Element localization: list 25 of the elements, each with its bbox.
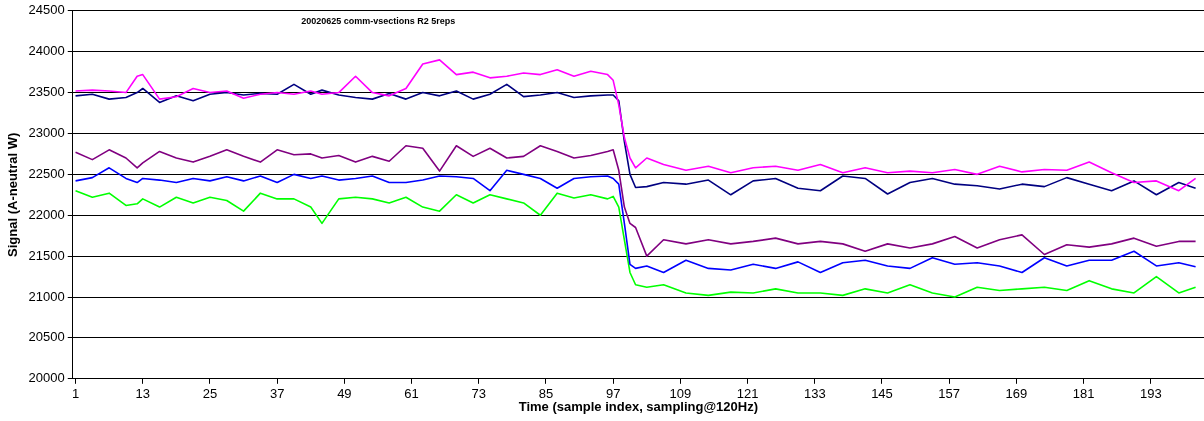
y-tick-label: 23500 [28,84,65,100]
x-tick-label: 133 [803,386,826,402]
x-tick-label: 145 [871,386,893,402]
text: 20020625 comm-vsections R2 5reps [301,16,456,27]
x-tick-label: 193 [1139,386,1162,402]
y-tick-label: 22000 [28,206,65,222]
x-tick-label: 37 [269,386,285,402]
x-tick-label: 169 [1005,386,1028,402]
x-tick-label: 61 [404,386,419,402]
y-tick-label: 20500 [28,329,65,345]
y-tick-label: 20000 [28,370,65,386]
x-tick-label: 49 [337,386,352,402]
y-tick-label: 21500 [28,247,65,263]
x-tick-label: 1 [71,386,80,402]
y-tick-label: 21000 [28,288,65,304]
y-tick-label: 24000 [28,43,65,59]
y-tick-label: 24500 [28,2,65,18]
y-tick-label: 22500 [28,165,65,181]
x-tick-label: 25 [202,386,218,402]
x-tick-label: 73 [471,386,486,402]
y-axis-title: Signal (A-neutral W) [5,132,21,257]
x-tick-label: 157 [938,386,961,402]
x-tick-label: 13 [135,386,150,402]
y-tick-label: 23000 [28,125,65,141]
x-tick-label: 181 [1072,386,1095,402]
